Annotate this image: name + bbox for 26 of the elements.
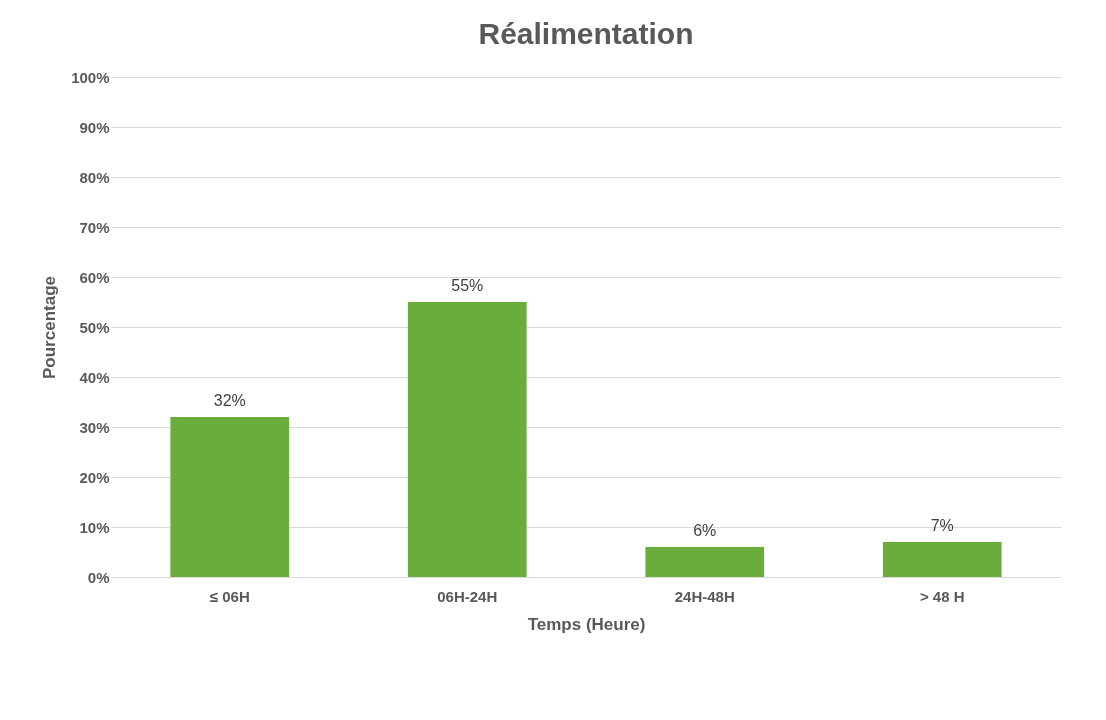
x-tick-label: 06H-24H xyxy=(437,587,498,605)
bar xyxy=(882,542,1002,577)
x-tick-label: 24H-48H xyxy=(674,587,735,605)
y-tick-label: 80% xyxy=(79,168,110,186)
data-label: 55% xyxy=(451,277,484,294)
x-tick-label: > 48 H xyxy=(919,587,965,605)
y-tick-label: 10% xyxy=(79,518,110,536)
y-tick-label: 100% xyxy=(71,68,110,86)
y-tick-label: 60% xyxy=(79,268,110,286)
data-label: 7% xyxy=(930,517,954,534)
x-axis-title: Temps (Heure) xyxy=(527,614,646,634)
y-tick-label: 0% xyxy=(87,568,110,586)
y-tick-label: 30% xyxy=(79,418,110,436)
y-tick-label: 70% xyxy=(79,218,110,236)
y-tick-label: 90% xyxy=(79,118,110,136)
chart-title: Réalimentation xyxy=(478,17,694,50)
y-tick-label: 50% xyxy=(79,318,110,336)
data-label: 6% xyxy=(693,522,717,539)
y-tick-label: 20% xyxy=(79,468,110,486)
y-tick-label: 40% xyxy=(79,368,110,386)
bar xyxy=(645,547,765,577)
y-axis-title: Pourcentage xyxy=(40,276,60,379)
x-tick-label: ≤ 06H xyxy=(209,587,250,605)
bar xyxy=(170,417,290,577)
bar xyxy=(407,302,527,577)
data-label: 32% xyxy=(213,392,246,409)
